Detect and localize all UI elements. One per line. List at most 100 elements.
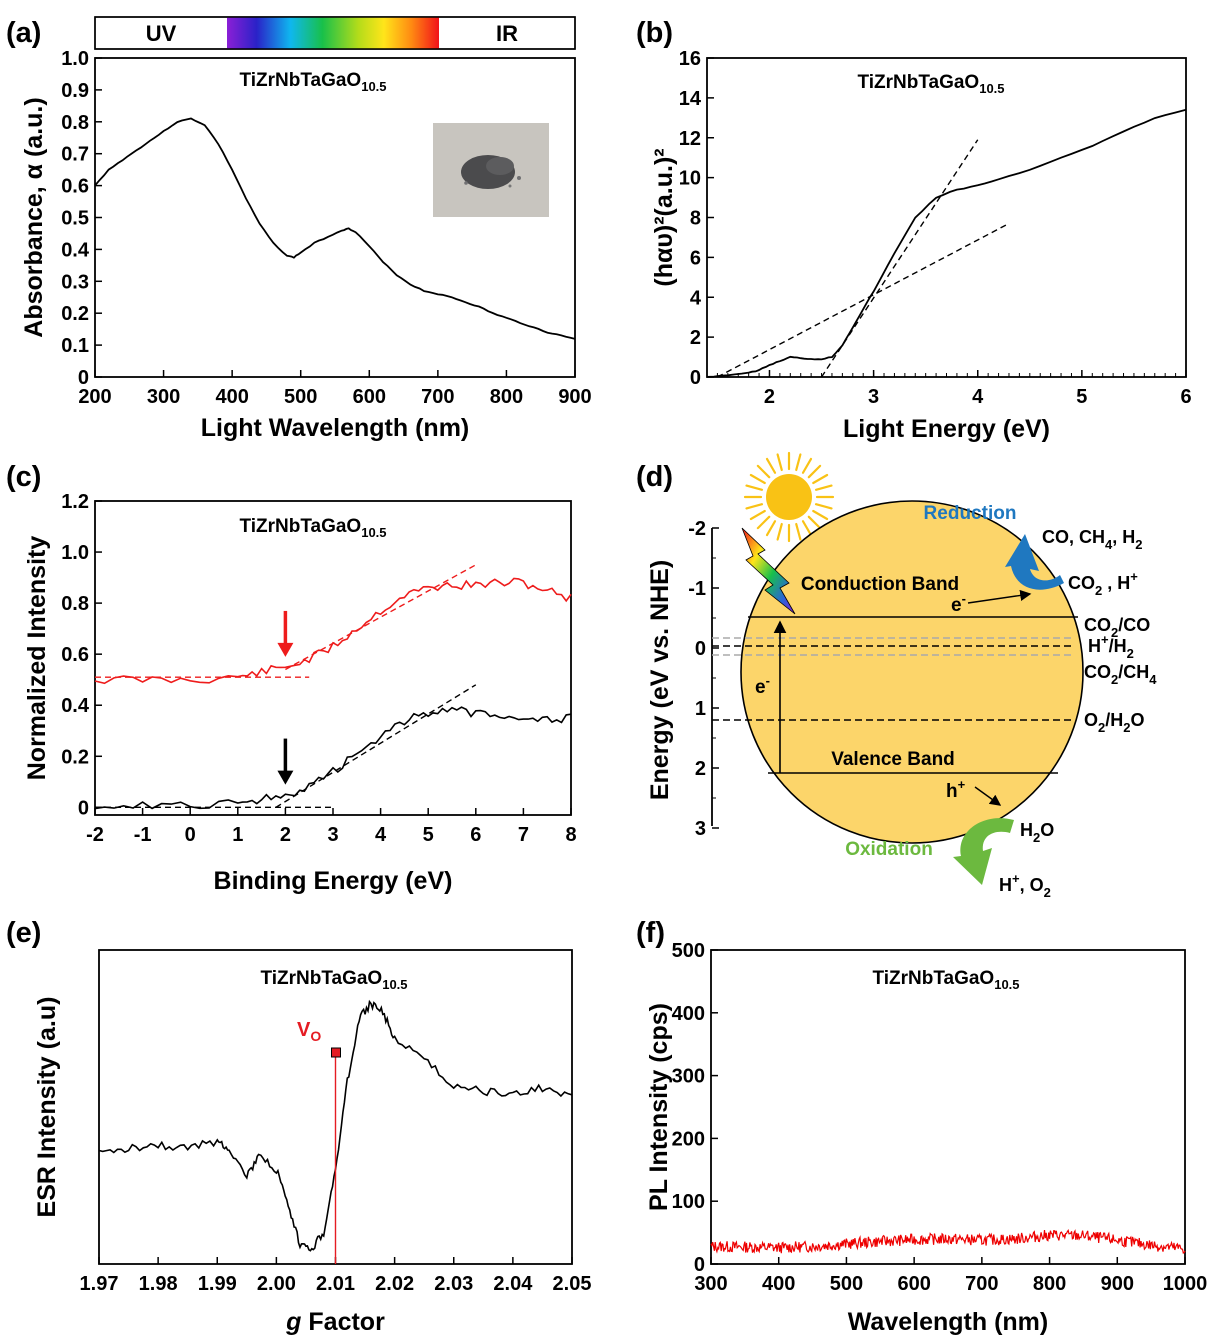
x-tick-label: 0 bbox=[185, 824, 196, 846]
sun-ray bbox=[814, 484, 833, 491]
spectrum-uv-label: UV bbox=[146, 21, 177, 46]
x-axis-label: Wavelength (nm) bbox=[848, 1308, 1048, 1336]
xps-series-line bbox=[94, 577, 572, 685]
xps-series-line bbox=[94, 706, 572, 810]
x-tick-label: 600 bbox=[353, 386, 386, 408]
x-tick-label: 2.01 bbox=[316, 1273, 355, 1295]
x-tick-label: 400 bbox=[215, 386, 248, 408]
x-tick-label: 800 bbox=[1033, 1273, 1066, 1295]
sun-ray bbox=[812, 473, 829, 485]
oxidation-label: Oxidation bbox=[845, 839, 933, 860]
sun-ray bbox=[795, 453, 802, 472]
x-axis-label-italic: g bbox=[285, 1308, 301, 1336]
x-tick-label: 4 bbox=[375, 824, 387, 846]
x-tick-label: 600 bbox=[897, 1273, 930, 1295]
chart-title-subscript: 10.5 bbox=[382, 977, 407, 992]
sun-disc bbox=[766, 474, 812, 520]
band-diagram-y-label: Energy (eV vs. NHE) bbox=[646, 560, 674, 800]
electron-label: e- bbox=[951, 591, 966, 616]
panel-label-b: (b) bbox=[636, 17, 673, 49]
y-tick-label: 0.2 bbox=[61, 746, 89, 768]
oxygen-vacancy-label: VO bbox=[297, 1019, 321, 1044]
y-tick-label: 16 bbox=[679, 48, 701, 70]
y-tick-label: 0.7 bbox=[61, 144, 89, 166]
y-tick-label: 1.2 bbox=[61, 491, 89, 513]
couple-o2-h2o: O2/H2O bbox=[1084, 710, 1145, 735]
chart-title: TiZrNbTaGaO10.5 bbox=[239, 70, 386, 94]
sun-ray bbox=[749, 473, 766, 485]
x-axis-label-rest: Factor bbox=[301, 1308, 385, 1336]
plot-frame bbox=[94, 57, 576, 378]
couple-co2-co: CO2/CO bbox=[1084, 615, 1150, 640]
y-tick-label: 8 bbox=[690, 208, 701, 230]
excited-electron-label: e- bbox=[755, 673, 770, 698]
x-tick-label: 400 bbox=[762, 1273, 795, 1295]
y-axis-label: PL Intensity (cps) bbox=[645, 1003, 673, 1211]
y-axis-label: Absorbance, α (a.u.) bbox=[20, 97, 48, 337]
chart-a-absorbance: 200 300 400 500 600 700 800 900 0 0.1 0.2 0.3 0.4 0.5… bbox=[20, 48, 592, 442]
y-tick-label: 0.5 bbox=[61, 208, 89, 230]
sun-ray bbox=[812, 509, 829, 521]
y-axis-label: Normalized Intensity bbox=[23, 536, 51, 781]
y-tick-label: 0.8 bbox=[61, 593, 89, 615]
sun-ray bbox=[745, 503, 764, 510]
x-tick-label: 6 bbox=[470, 824, 481, 846]
chart-title-main: TiZrNbTaGaO bbox=[857, 72, 979, 93]
oxidation-products-label: H+, O2 bbox=[999, 871, 1051, 900]
chart-title-main: TiZrNbTaGaO bbox=[872, 968, 994, 989]
valence-band-label: Valence Band bbox=[831, 749, 955, 770]
y-tick-label: 400 bbox=[672, 1003, 705, 1025]
xps-fit-line bbox=[275, 684, 477, 808]
chart-title-subscript: 10.5 bbox=[994, 977, 1019, 992]
panel-label-e: (e) bbox=[6, 917, 41, 949]
chart-title-main: TiZrNbTaGaO bbox=[239, 516, 361, 537]
couple-co2-ch4: CO2/CH4 bbox=[1084, 662, 1157, 687]
couple-h-h2: H+/H2 bbox=[1088, 632, 1134, 661]
panel-label-a: (a) bbox=[6, 17, 41, 49]
sun-icon bbox=[743, 451, 835, 543]
y-axis-label: ESR Intensity (a.u) bbox=[33, 997, 61, 1218]
x-tick-label: 1 bbox=[232, 824, 243, 846]
hole-label: h+ bbox=[946, 777, 966, 802]
reduction-label: Reduction bbox=[924, 503, 1017, 524]
x-tick-label: 300 bbox=[694, 1273, 727, 1295]
plot-frame bbox=[706, 57, 1187, 378]
y-tick-label: 0.4 bbox=[61, 239, 90, 261]
y-tick-label: 2 bbox=[690, 327, 701, 349]
x-tick-label: 2.04 bbox=[493, 1273, 533, 1295]
x-tick-label: 6 bbox=[1180, 386, 1191, 408]
x-tick-label: 2.03 bbox=[434, 1273, 473, 1295]
y-tick-label: 0.1 bbox=[61, 335, 89, 357]
x-tick-label: 5 bbox=[1076, 386, 1087, 408]
band-y-tick-label: -2 bbox=[688, 518, 706, 540]
chart-title-subscript: 10.5 bbox=[979, 81, 1004, 96]
panel-label-d: (d) bbox=[636, 461, 673, 493]
y-tick-label: 300 bbox=[672, 1066, 705, 1088]
reduction-products-label: CO, CH4, H2 bbox=[1042, 527, 1142, 552]
sun-ray bbox=[765, 520, 777, 537]
x-tick-label: 2.00 bbox=[257, 1273, 296, 1295]
pl-noise-line bbox=[710, 1228, 1186, 1254]
y-tick-label: 500 bbox=[672, 940, 705, 962]
y-tick-label: 0.3 bbox=[61, 271, 89, 293]
x-tick-label: 2 bbox=[764, 386, 775, 408]
y-tick-label: 0 bbox=[78, 367, 89, 389]
x-tick-label: 700 bbox=[421, 386, 454, 408]
y-tick-label: 100 bbox=[672, 1191, 705, 1213]
y-tick-label: 0.9 bbox=[61, 80, 89, 102]
panel-label-f: (f) bbox=[636, 917, 665, 949]
band-diagram-y-ticks: -2 -1 0 1 2 3 bbox=[688, 518, 719, 840]
x-axis-label: Light Energy (eV) bbox=[843, 415, 1050, 443]
chart-title-subscript: 10.5 bbox=[361, 525, 386, 540]
xps-fit-line bbox=[285, 564, 477, 671]
esr-line bbox=[98, 999, 573, 1252]
reduction-arrow bbox=[1005, 534, 1064, 590]
band-y-tick-label: 1 bbox=[695, 698, 706, 720]
tauc-fit-line bbox=[717, 222, 1010, 378]
x-tick-label: 3 bbox=[327, 824, 338, 846]
absorbance-line bbox=[94, 117, 576, 340]
sun-ray bbox=[801, 457, 813, 474]
chart-e-esr: 1.97 1.98 1.99 2.00 2.01 2.02 2.03 2.04 2.05 TiZr… bbox=[33, 949, 591, 1336]
sun-ray bbox=[814, 503, 833, 510]
conduction-band-label: Conduction Band bbox=[801, 574, 959, 595]
